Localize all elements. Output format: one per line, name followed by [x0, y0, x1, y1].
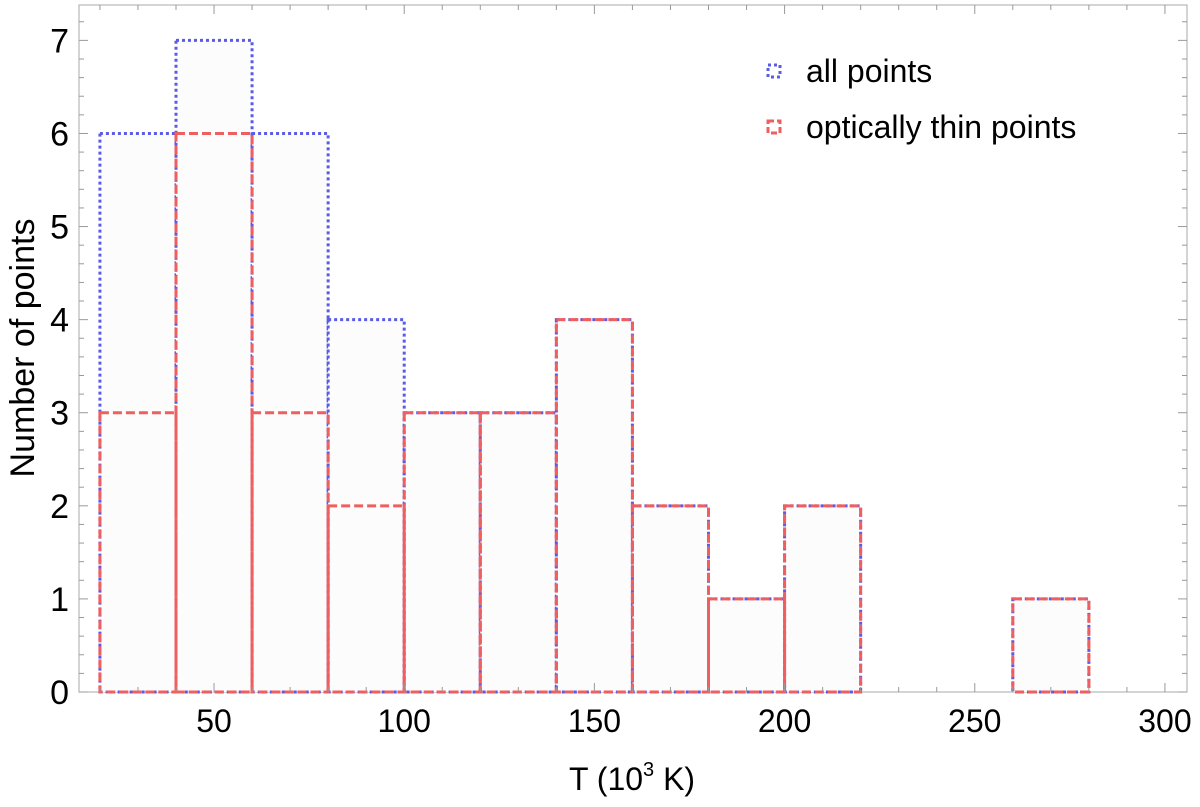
y-axis-label: Number of points: [4, 219, 42, 478]
x-tick-label: 50: [196, 703, 232, 739]
legend-label-optically-thin: optically thin points: [806, 109, 1076, 145]
legend-swatch-optically-thin: [766, 119, 782, 135]
bar-all-points: [98, 131, 178, 694]
legend-label-all-points: all points: [806, 53, 932, 89]
y-tick-label: 2: [50, 488, 69, 526]
bar-all-points: [402, 411, 482, 694]
bar-all-points: [783, 504, 863, 694]
bar-all-points: [326, 318, 406, 694]
bar-all-points: [250, 131, 330, 694]
y-tick-label: 4: [50, 302, 69, 340]
x-axis-label: T (103 K): [569, 759, 695, 797]
bar-all-points: [707, 597, 787, 694]
x-tick-label: 150: [568, 703, 621, 739]
x-tick-label: 200: [758, 703, 811, 739]
bar-all-points: [174, 38, 254, 694]
bar-all-points: [478, 411, 558, 694]
y-tick-label: 6: [50, 115, 69, 153]
x-tick-label: 100: [378, 703, 431, 739]
y-tick-label: 7: [50, 22, 69, 60]
x-tick-label: 300: [1138, 703, 1191, 739]
y-tick-label: 1: [50, 581, 69, 619]
x-tick-label: 250: [948, 703, 1001, 739]
bar-all-points: [1011, 597, 1091, 694]
legend-swatch-all-points: [766, 63, 782, 79]
legend: all points optically thin points: [766, 53, 1076, 145]
y-tick-label: 3: [50, 395, 69, 433]
bar-all-points: [630, 504, 711, 694]
y-tick-label: 0: [50, 674, 69, 712]
y-tick-label: 5: [50, 209, 69, 247]
bar-all-points: [554, 318, 634, 694]
bar-optically-thin: [1011, 597, 1091, 694]
